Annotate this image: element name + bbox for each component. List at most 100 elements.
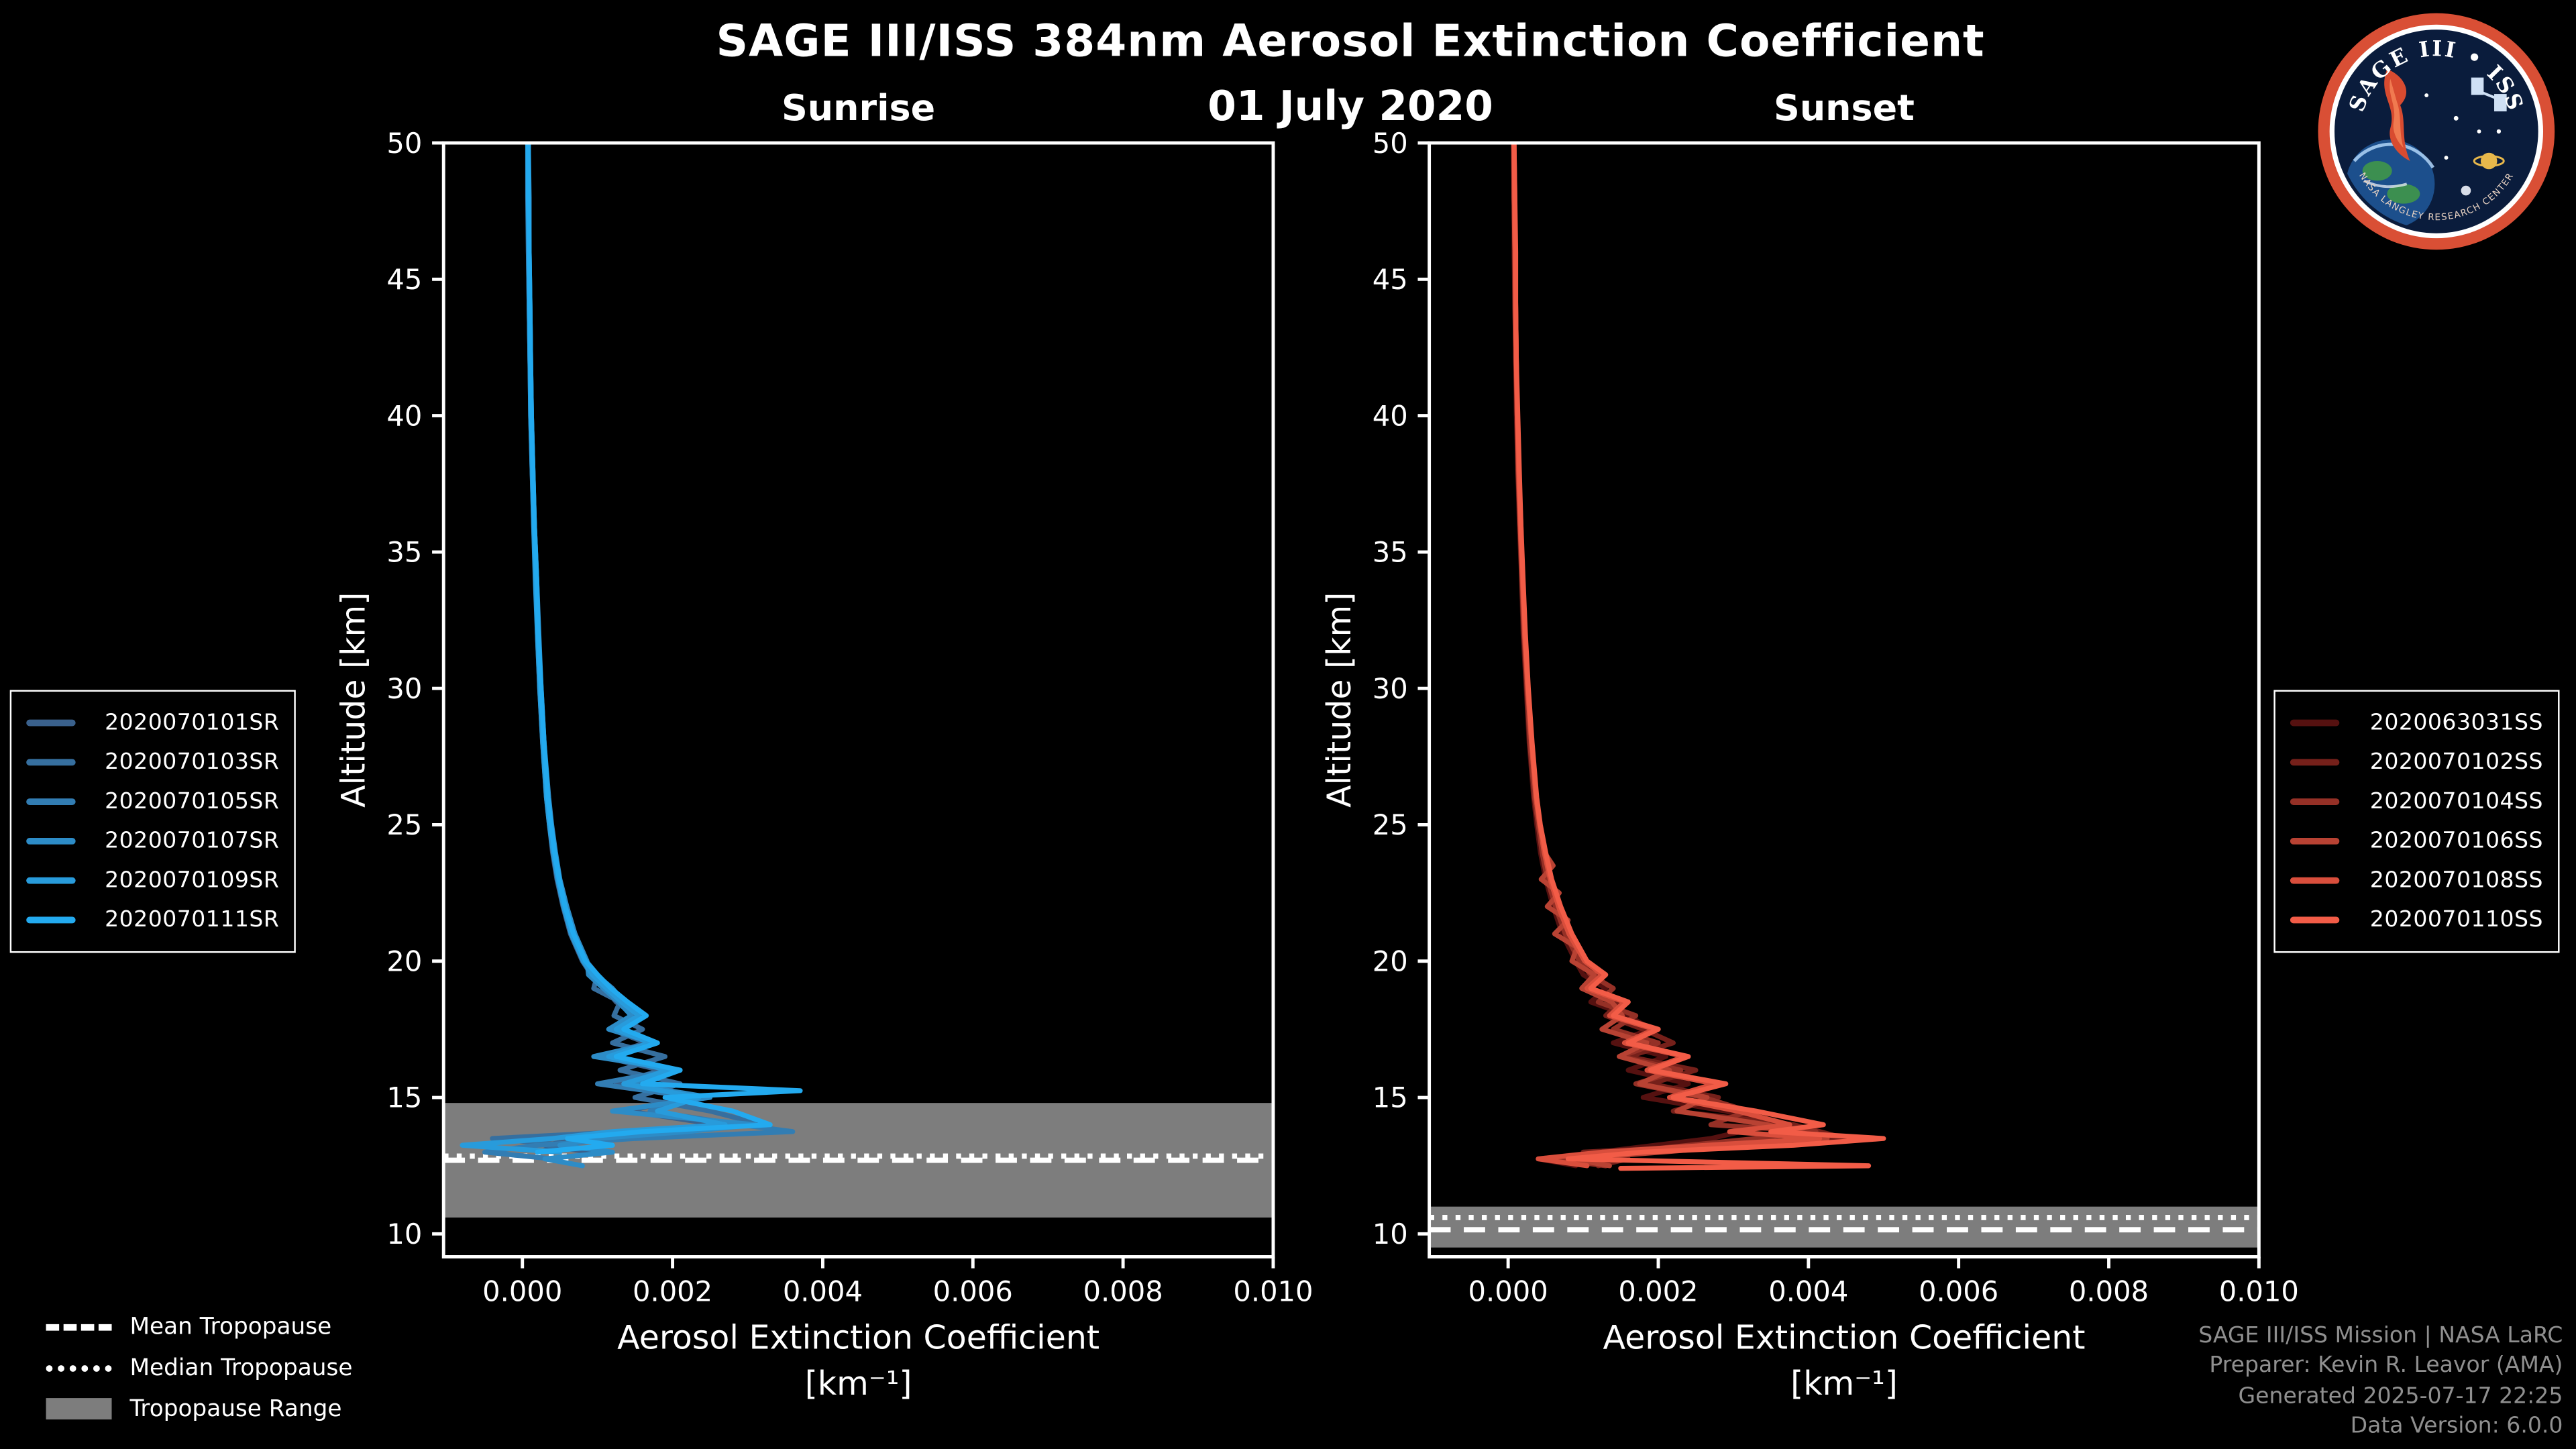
- legend-label: Tropopause Range: [129, 1395, 342, 1422]
- x-tick-label: 0.002: [1618, 1275, 1698, 1308]
- x-tick-label: 0.008: [2069, 1275, 2149, 1308]
- x-tick-label: 0.000: [482, 1275, 562, 1308]
- legend-label: 2020070105SR: [105, 788, 280, 815]
- legend-label: 2020070104SS: [2369, 788, 2544, 815]
- legend-item: 2020070111SR: [26, 900, 279, 940]
- y-tick-label: 25: [386, 808, 422, 841]
- legend-item: 2020070110SS: [2290, 900, 2543, 940]
- y-tick-label: 20: [386, 945, 422, 977]
- y-tick-label: 50: [386, 127, 422, 160]
- legend-item: 2020070102SS: [2290, 743, 2543, 782]
- sunset-legend: 2020063031SS 2020070102SS 2020070104SS 2020…: [2273, 690, 2560, 953]
- panel-sunrise: 0.000 0.002 0.004 0.006 0.008 0.010 10 15 20 25 30…: [335, 127, 1313, 1403]
- page-title: SAGE III/ISS 384nm Aerosol Extinction Co…: [716, 16, 1985, 68]
- legend-line-swatch: [26, 719, 76, 727]
- y-tick-label: 10: [386, 1218, 422, 1250]
- profile-line-2020063031SS: [1511, 143, 1774, 1169]
- legend-item: 2020070109SR: [26, 861, 279, 900]
- x-axis-units-label: [km⁻¹]: [1790, 1364, 1898, 1403]
- y-tick-label: 20: [1373, 945, 1408, 977]
- legend-label: 2020070103SR: [105, 749, 280, 775]
- axes-box: [1428, 141, 2261, 1258]
- dotted-line-swatch: [46, 1364, 112, 1371]
- legend-item: 2020063031SS: [2290, 703, 2543, 743]
- panel-sunset: 0.000 0.002 0.004 0.006 0.008 0.010 10 15 20 25 30…: [1320, 127, 2299, 1403]
- gray-band-swatch: [46, 1398, 112, 1419]
- legend-item: Tropopause Range: [46, 1388, 353, 1429]
- legend-label: 2020070102SS: [2369, 749, 2544, 775]
- legend-item: 2020070103SR: [26, 743, 279, 782]
- legend-item: 2020070106SS: [2290, 821, 2543, 861]
- credit-line: SAGE III/ISS Mission | NASA LaRC: [2198, 1322, 2563, 1348]
- legend-item: 2020070104SS: [2290, 782, 2543, 822]
- profile-line-2020070108SS: [1511, 143, 1823, 1169]
- y-tick-label: 35: [386, 536, 422, 569]
- legend-line-swatch: [2290, 837, 2340, 845]
- legend-label: 2020063031SS: [2369, 709, 2544, 737]
- legend-label: 2020070106SS: [2369, 828, 2544, 855]
- axes-box: [441, 141, 1275, 1258]
- tropopause-range-band: [1429, 1206, 2259, 1248]
- y-axis-label: Altitude [km]: [1320, 592, 1358, 808]
- profile-line-2020070111SR: [525, 143, 803, 1155]
- credits-block: SAGE III/ISS Mission | NASA LaRC Prepare…: [2198, 1320, 2563, 1442]
- legend-label: 2020070110SS: [2369, 906, 2544, 934]
- y-tick-label: 10: [1373, 1218, 1408, 1250]
- legend-line-swatch: [2290, 798, 2340, 806]
- x-axis-label: Aerosol Extinction Coefficient: [617, 1319, 1099, 1357]
- y-tick-label: 15: [1373, 1081, 1408, 1114]
- legend-label: 2020070107SR: [105, 828, 280, 855]
- profile-line-2020070106SS: [1511, 143, 1830, 1169]
- sage-iii-iss-logo: SAGE III • ISS NASA LANGLEY RESEARCH CEN…: [2318, 13, 2555, 250]
- x-tick-label: 0.006: [933, 1275, 1013, 1308]
- x-tick-label: 0.006: [1919, 1275, 1998, 1308]
- y-tick-label: 45: [386, 263, 422, 296]
- sunset-panel-title: Sunset: [1774, 89, 1915, 130]
- legend-label: 2020070109SR: [105, 867, 280, 894]
- x-tick-label: 0.010: [1233, 1275, 1313, 1308]
- y-tick-label: 30: [1373, 672, 1408, 705]
- sunrise-panel-title: Sunrise: [781, 89, 936, 130]
- x-tick-label: 0.004: [783, 1275, 863, 1308]
- y-axis-label: Altitude [km]: [335, 592, 373, 808]
- credit-line: Generated 2025-07-17 22:25: [2238, 1383, 2563, 1409]
- x-tick-label: 0.008: [1083, 1275, 1163, 1308]
- legend-line-swatch: [2290, 877, 2340, 884]
- y-tick-label: 50: [1373, 127, 1408, 160]
- legend-line-swatch: [26, 837, 76, 845]
- legend-item: Mean Tropopause: [46, 1306, 353, 1347]
- x-axis-label: Aerosol Extinction Coefficient: [1603, 1319, 2085, 1357]
- legend-item: Median Tropopause: [46, 1347, 353, 1388]
- sunrise-legend: 2020070101SR 2020070103SR 2020070105SR 2020…: [9, 690, 296, 953]
- credit-line: Data Version: 6.0.0: [2350, 1413, 2563, 1440]
- tropopause-legend: Mean Tropopause Median Tropopause Tropop…: [46, 1306, 353, 1430]
- y-tick-label: 25: [1373, 808, 1408, 841]
- legend-item: 2020070101SR: [26, 703, 279, 743]
- y-tick-label: 35: [1373, 536, 1408, 569]
- legend-label: 2020070111SR: [105, 906, 280, 934]
- legend-line-swatch: [26, 877, 76, 884]
- credit-line: Preparer: Kevin R. Leavor (AMA): [2209, 1352, 2563, 1379]
- profile-line-2020070109SR: [460, 143, 728, 1155]
- x-tick-label: 0.002: [633, 1275, 712, 1308]
- legend-item: 2020070108SS: [2290, 861, 2543, 900]
- iss-icon: [2471, 77, 2507, 112]
- y-tick-label: 15: [386, 1081, 422, 1114]
- x-axis-units-label: [km⁻¹]: [805, 1364, 912, 1403]
- y-tick-label: 40: [386, 399, 422, 432]
- profile-line-2020070102SS: [1511, 143, 1849, 1169]
- profile-line-2020070104SS: [1511, 143, 1819, 1169]
- legend-item: 2020070105SR: [26, 782, 279, 822]
- y-tick-label: 40: [1373, 399, 1408, 432]
- legend-line-swatch: [26, 798, 76, 806]
- dashed-line-swatch: [46, 1323, 112, 1330]
- x-tick-label: 0.010: [2219, 1275, 2299, 1308]
- y-tick-label: 45: [1373, 263, 1408, 296]
- legend-line-swatch: [26, 759, 76, 766]
- legend-label: 2020070108SS: [2369, 867, 2544, 894]
- profile-line-2020070110SS: [1511, 143, 1886, 1171]
- legend-line-swatch: [2290, 916, 2340, 924]
- legend-label: Median Tropopause: [129, 1354, 353, 1381]
